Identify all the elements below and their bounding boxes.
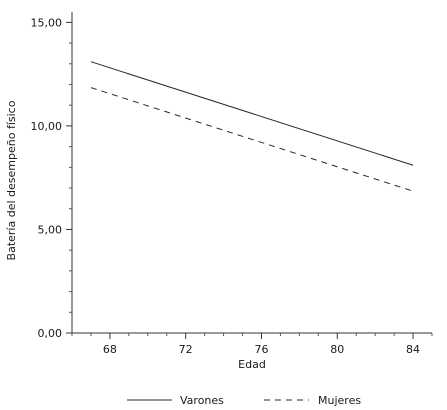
legend: Varones Mujeres xyxy=(127,394,361,407)
y-tick-label: 15,00 xyxy=(31,16,63,29)
axes xyxy=(71,12,432,334)
legend-label-mujeres: Mujeres xyxy=(318,394,361,407)
x-tick-label: 80 xyxy=(330,343,344,356)
series-line-varones xyxy=(90,61,414,166)
x-tick-label: 76 xyxy=(254,343,268,356)
x-tick-label: 68 xyxy=(103,343,117,356)
series xyxy=(90,61,414,192)
series-line-mujeres xyxy=(90,87,414,192)
x-axis-title: Edad xyxy=(238,358,266,371)
y-tick-label: 10,00 xyxy=(31,120,63,133)
x-tick-label: 84 xyxy=(406,343,420,356)
ticks: 0,00 5,00 10,00 15,00 68 72 76 80 84 xyxy=(31,16,433,356)
y-axis-title: Batería del desempeño físico xyxy=(5,100,18,260)
x-tick-label: 72 xyxy=(179,343,193,356)
y-tick-label: 5,00 xyxy=(38,223,63,236)
y-tick-label: 0,00 xyxy=(38,327,63,340)
legend-label-varones: Varones xyxy=(180,394,224,407)
